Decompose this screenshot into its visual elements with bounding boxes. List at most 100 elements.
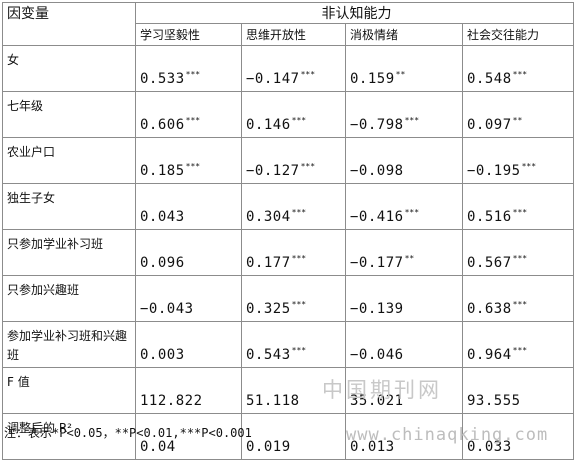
coefficient-value: 0.567 — [467, 255, 512, 271]
coefficient-value: 93.555 — [467, 393, 521, 409]
significance-stars: *** — [512, 208, 528, 217]
coefficient-value: 0.548 — [467, 71, 512, 87]
coefficient-cell: 0.516*** — [462, 183, 574, 230]
table-row: 农业户口 0.185*** −0.127*** −0.098 −0.195*** — [2, 137, 574, 184]
note-text: *P<0.05，**P<0.01,***P<0.001 — [52, 426, 252, 440]
coefficient-value: −0.798 — [350, 117, 404, 133]
significance-stars: *** — [404, 116, 420, 125]
coefficient-value: 0.177 — [246, 255, 291, 271]
row-label: 农业户口 — [2, 137, 136, 184]
coefficient-value: −0.177 — [350, 255, 404, 271]
coefficient-value: −0.127 — [246, 163, 300, 179]
coefficient-value: 0.096 — [140, 255, 185, 271]
column-header: 思维开放性 — [241, 23, 346, 46]
coefficient-cell: 0.606*** — [135, 91, 242, 138]
coefficient-cell: 0.019 — [241, 413, 346, 460]
coefficient-cell: −0.139 — [345, 275, 463, 322]
coefficient-cell: 0.096 — [135, 229, 242, 276]
coefficient-cell: 0.964*** — [462, 321, 574, 368]
coefficient-value: 51.118 — [246, 393, 300, 409]
coefficient-cell: 0.177*** — [241, 229, 346, 276]
table-row: 只参加兴趣班 −0.043 0.325*** −0.139 0.638*** — [2, 275, 574, 322]
coefficient-value: −0.195 — [467, 163, 521, 179]
note-prefix: 注：表示 — [4, 426, 53, 440]
coefficient-cell: 0.325*** — [241, 275, 346, 322]
significance-stars: *** — [521, 162, 537, 171]
table-row: 参加学业补习班和兴趣班 0.003 0.543*** −0.046 0.964*** — [2, 321, 574, 368]
row-label: 女 — [2, 45, 136, 92]
significance-stars: ** — [512, 116, 523, 125]
significance-stars: *** — [300, 162, 316, 171]
coefficient-cell: 0.543*** — [241, 321, 346, 368]
table-row: 独生子女 0.043 0.304*** −0.416*** 0.516*** — [2, 183, 574, 230]
column-header: 社会交往能力 — [462, 23, 574, 46]
significance-stars: *** — [512, 254, 528, 263]
significance-stars: *** — [291, 116, 307, 125]
coefficient-value: −0.046 — [350, 347, 404, 363]
coefficient-value: 35.021 — [350, 393, 404, 409]
coefficient-cell: 0.003 — [135, 321, 242, 368]
significance-stars: *** — [300, 70, 316, 79]
noncognitive-ability-header: 非认知能力 — [135, 2, 574, 24]
row-label: 七年级 — [2, 91, 136, 138]
significance-note: 注：表示*P<0.05，**P<0.01,***P<0.001 — [4, 424, 252, 441]
coefficient-cell: 0.013 — [345, 413, 463, 460]
coefficient-value: 0.543 — [246, 347, 291, 363]
dependent-variable-header: 因变量 — [2, 2, 136, 46]
coefficient-cell: −0.195*** — [462, 137, 574, 184]
coefficient-cell: 35.021 — [345, 367, 463, 414]
row-label: 只参加学业补习班 — [2, 229, 136, 276]
table-row: F 值 112.822 51.118 35.021 93.555 — [2, 367, 574, 414]
significance-stars: *** — [512, 300, 528, 309]
coefficient-cell: −0.798*** — [345, 91, 463, 138]
coefficient-value: 112.822 — [140, 393, 203, 409]
coefficient-cell: 93.555 — [462, 367, 574, 414]
coefficient-value: −0.139 — [350, 301, 404, 317]
coefficient-cell: −0.098 — [345, 137, 463, 184]
significance-stars: *** — [404, 208, 420, 217]
coefficient-value: 0.146 — [246, 117, 291, 133]
column-header: 学习坚毅性 — [135, 23, 242, 46]
significance-stars: *** — [512, 70, 528, 79]
coefficient-value: 0.304 — [246, 209, 291, 225]
coefficient-cell: 112.822 — [135, 367, 242, 414]
coefficient-value: 0.159 — [350, 71, 395, 87]
coefficient-value: 0.325 — [246, 301, 291, 317]
coefficient-value: 0.606 — [140, 117, 185, 133]
table-row: 七年级 0.606*** 0.146*** −0.798*** 0.097** — [2, 91, 574, 138]
significance-stars: *** — [185, 162, 201, 171]
coefficient-cell: 0.567*** — [462, 229, 574, 276]
coefficient-cell: 0.097** — [462, 91, 574, 138]
coefficient-value: 0.516 — [467, 209, 512, 225]
coefficient-value: 0.964 — [467, 347, 512, 363]
coefficient-cell: −0.416*** — [345, 183, 463, 230]
header-row-group: 因变量 非认知能力 — [2, 2, 574, 46]
coefficient-value: 0.04 — [140, 439, 176, 455]
coefficient-value: −0.416 — [350, 209, 404, 225]
table-row: 女 0.533*** −0.147*** 0.159** 0.548*** — [2, 45, 574, 92]
row-label: 独生子女 — [2, 183, 136, 230]
significance-stars: *** — [185, 70, 201, 79]
coefficient-cell: 0.533*** — [135, 45, 242, 92]
coefficient-cell: 0.043 — [135, 183, 242, 230]
significance-stars: *** — [291, 300, 307, 309]
coefficient-value: −0.043 — [140, 301, 194, 317]
significance-stars: *** — [291, 346, 307, 355]
row-label: 参加学业补习班和兴趣班 — [2, 321, 136, 368]
coefficient-value: 0.185 — [140, 163, 185, 179]
significance-stars: ** — [395, 70, 406, 79]
coefficient-cell: 0.548*** — [462, 45, 574, 92]
coefficient-cell: 0.185*** — [135, 137, 242, 184]
coefficient-value: 0.097 — [467, 117, 512, 133]
coefficient-value: 0.013 — [350, 439, 395, 455]
coefficient-cell: 0.033 — [462, 413, 574, 460]
coefficient-cell: −0.177** — [345, 229, 463, 276]
coefficient-value: −0.098 — [350, 163, 404, 179]
coefficient-value: 0.533 — [140, 71, 185, 87]
significance-stars: ** — [404, 254, 415, 263]
coefficient-value: 0.043 — [140, 209, 185, 225]
significance-stars: *** — [291, 254, 307, 263]
coefficient-cell: 0.638*** — [462, 275, 574, 322]
row-label: 只参加兴趣班 — [2, 275, 136, 322]
